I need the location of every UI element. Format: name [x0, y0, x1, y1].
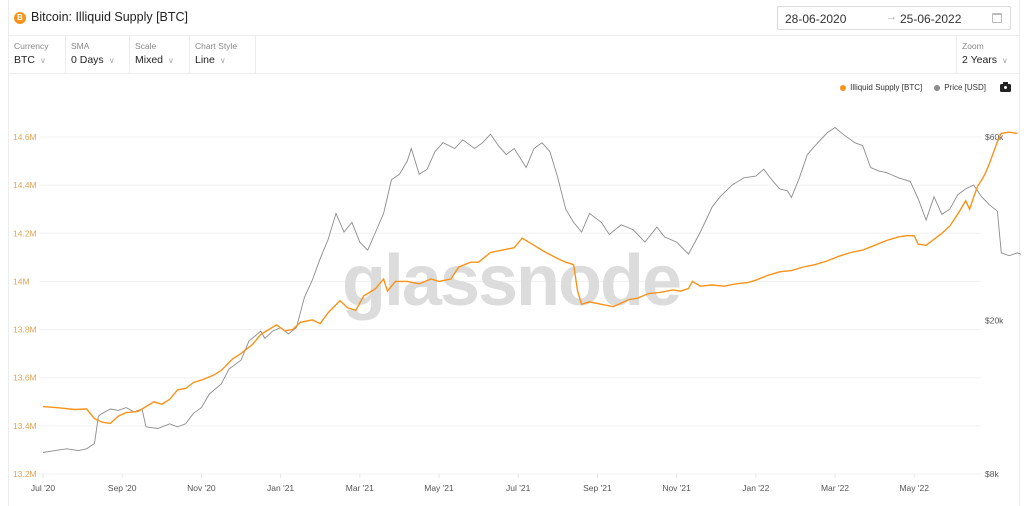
currency-value: BTC [14, 54, 35, 66]
svg-text:Sep '20: Sep '20 [108, 483, 137, 493]
zoom-dropdown[interactable]: Zoom 2 Years ∨ [956, 36, 1020, 74]
svg-text:14.6M: 14.6M [13, 132, 37, 142]
svg-text:Jul '20: Jul '20 [31, 483, 56, 493]
svg-text:13.2M: 13.2M [13, 469, 37, 479]
x-axis-labels: Jul '20 Sep '20 Nov '20 Jan '21 Mar '21 May '… [31, 483, 929, 493]
price-line [42, 126, 1021, 453]
legend-item-illiquid-supply[interactable]: Illiquid Supply [BTC] [840, 83, 922, 92]
chevron-down-icon: ∨ [1002, 56, 1008, 65]
sma-dropdown[interactable]: SMA 0 Days ∨ [66, 36, 130, 74]
zoom-value: 2 Years [962, 54, 998, 66]
legend-item-price[interactable]: Price [USD] [934, 83, 986, 92]
line-chart[interactable]: glassnode 14.6M 14.4M 14.2M 14M 13.8M 13.6M 13… [9, 75, 1021, 506]
svg-text:14M: 14M [13, 276, 30, 286]
sma-value: 0 Days [71, 54, 104, 66]
svg-text:Jan '22: Jan '22 [742, 483, 769, 493]
chart-style-value: Line [195, 54, 215, 66]
grid-lines [39, 136, 981, 478]
svg-text:Jan '21: Jan '21 [267, 483, 294, 493]
legend: Illiquid Supply [BTC] Price [USD] [840, 81, 1011, 92]
chart-panel: B Bitcoin: Illiquid Supply [BTC] 28-06-2… [8, 0, 1021, 506]
camera-icon[interactable] [1000, 81, 1011, 92]
svg-text:14.4M: 14.4M [13, 180, 37, 190]
chevron-down-icon: ∨ [40, 56, 46, 65]
svg-text:$8k: $8k [985, 469, 999, 479]
calendar-icon[interactable] [992, 13, 1002, 23]
chart-controls: Currency BTC ∨ SMA 0 Days ∨ Scale Mixed ∨ C… [9, 36, 1019, 74]
glassnode-watermark: glassnode [342, 241, 680, 321]
right-axis-labels: $60k $20k $8k [985, 132, 1004, 479]
chevron-down-icon: ∨ [219, 56, 226, 65]
svg-text:$20k: $20k [985, 316, 1004, 326]
svg-text:Mar '21: Mar '21 [346, 483, 374, 493]
svg-text:$60k: $60k [985, 132, 1004, 142]
orange-dot-icon [840, 84, 847, 91]
svg-text:13.6M: 13.6M [13, 373, 37, 383]
svg-text:Nov '21: Nov '21 [662, 483, 691, 493]
date-end-input[interactable]: 25-06-2022 [900, 12, 962, 26]
date-start-input[interactable]: 28-06-2020 [785, 12, 847, 26]
date-range-picker[interactable]: 28-06-2020 → 25-06-2022 [777, 6, 1011, 30]
chart-area: Illiquid Supply [BTC] Price [USD] glassn… [9, 75, 1021, 506]
chart-title: Bitcoin: Illiquid Supply [BTC] [31, 10, 189, 24]
chevron-down-icon: ∨ [108, 56, 115, 65]
illiquid-supply-line [42, 131, 1018, 425]
svg-text:May '21: May '21 [424, 483, 454, 493]
chart-style-label: Chart Style [195, 41, 238, 51]
svg-text:May '22: May '22 [899, 483, 929, 493]
gray-dot-icon [934, 84, 941, 91]
scale-label: Scale [135, 41, 157, 51]
scale-dropdown[interactable]: Scale Mixed ∨ [130, 36, 190, 74]
svg-text:Sep '21: Sep '21 [583, 483, 612, 493]
svg-text:13.4M: 13.4M [13, 421, 37, 431]
svg-text:Nov '20: Nov '20 [187, 483, 216, 493]
currency-dropdown[interactable]: Currency BTC ∨ [9, 36, 66, 74]
svg-text:Jul '21: Jul '21 [506, 483, 531, 493]
scale-value: Mixed [135, 54, 164, 66]
svg-text:Mar '22: Mar '22 [821, 483, 849, 493]
svg-text:13.8M: 13.8M [13, 325, 37, 335]
zoom-label: Zoom [962, 41, 984, 51]
currency-label: Currency [14, 41, 49, 51]
chart-style-dropdown[interactable]: Chart Style Line ∨ [190, 36, 256, 74]
chevron-down-icon: ∨ [168, 56, 174, 65]
svg-text:14.2M: 14.2M [13, 228, 37, 238]
title-bar: B Bitcoin: Illiquid Supply [BTC] 28-06-2… [9, 0, 1019, 36]
sma-label: SMA [71, 41, 90, 51]
bitcoin-icon: B [14, 12, 26, 24]
left-axis-labels: 14.6M 14.4M 14.2M 14M 13.8M 13.6M 13.4M 13.2M [13, 132, 37, 479]
arrow-right-icon: → [886, 11, 897, 23]
